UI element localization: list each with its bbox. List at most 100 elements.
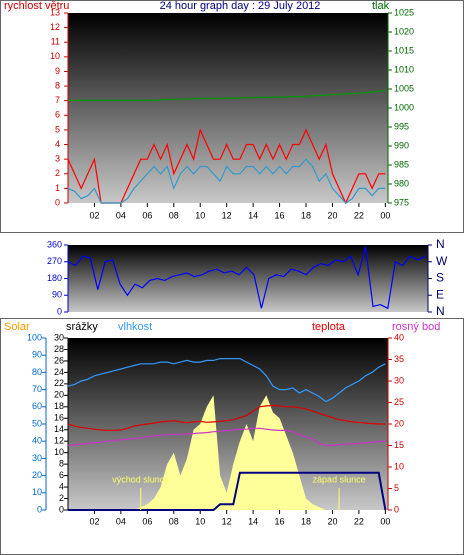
- x-tick-label: 02: [89, 516, 99, 526]
- y3-tick-label: 4: [59, 481, 64, 491]
- y3-tick-label: 10: [54, 447, 64, 457]
- series-line: [67, 404, 386, 431]
- series-line: [67, 358, 386, 403]
- y-tick-label: 12: [50, 22, 60, 32]
- y-tick-label: 8: [55, 80, 60, 90]
- y-tick-label: 0: [55, 197, 60, 207]
- y-tick-label: 2: [55, 168, 60, 178]
- y2-tick-label: 0: [394, 504, 399, 514]
- x-tick-label: 02: [89, 210, 99, 220]
- legend-label: Solar: [4, 321, 30, 333]
- y3-tick-label: 30: [54, 332, 64, 342]
- x-tick-label: 22: [354, 210, 364, 220]
- y-tick-label: 6: [55, 110, 60, 120]
- y2-tick-label: 40: [394, 332, 404, 342]
- x-tick-label: 12: [222, 516, 232, 526]
- y-tick-label: 40: [32, 436, 42, 446]
- y3-tick-label: 24: [54, 367, 64, 377]
- x-tick-label: 14: [248, 210, 258, 220]
- y2-tick-label: 995: [394, 121, 409, 131]
- y-tick-label: 0: [37, 504, 42, 514]
- annotation: východ slunce: [112, 474, 169, 484]
- y-tick-label: 80: [32, 367, 42, 377]
- y-tick-label: 50: [32, 418, 42, 428]
- x-tick-label: 08: [169, 210, 179, 220]
- y3-tick-label: 2: [59, 493, 64, 503]
- y2-axis-label: tlak: [372, 0, 390, 12]
- plot-background: [68, 338, 388, 510]
- y3-tick-label: 22: [54, 378, 64, 388]
- y2-tick-label: 25: [394, 397, 404, 407]
- y-tick-label: 3: [55, 154, 60, 164]
- x-tick-label: 12: [222, 210, 232, 220]
- y2-tick-label: 1015: [394, 45, 414, 55]
- y2-tick-label: 1025: [394, 7, 414, 17]
- x-tick-label: 06: [142, 516, 152, 526]
- y2-tick-label: 985: [394, 159, 409, 169]
- y-tick-label: 180: [47, 273, 62, 283]
- y-tick-label: 360: [47, 239, 62, 249]
- y-tick-label: 10: [32, 487, 42, 497]
- x-tick-label: 04: [116, 516, 126, 526]
- y2-tick-label: W: [436, 254, 448, 268]
- y2-tick-label: S: [436, 271, 444, 285]
- legend-label: rosný bod: [392, 321, 440, 333]
- y-tick-label: 5: [55, 124, 60, 134]
- series-line: [67, 158, 386, 204]
- y3-tick-label: 20: [54, 390, 64, 400]
- y-tick-label: 0: [57, 306, 62, 316]
- x-tick-label: 10: [195, 210, 205, 220]
- y3-tick-label: 18: [54, 401, 64, 411]
- x-tick-label: 08: [169, 516, 179, 526]
- series-line: [68, 471, 387, 511]
- x-tick-label: 20: [327, 210, 337, 220]
- y-tick-label: 10: [50, 51, 60, 61]
- y2-tick-label: N: [436, 304, 445, 318]
- y-tick-label: 90: [52, 290, 62, 300]
- y2-tick-label: 990: [394, 140, 409, 150]
- y2-tick-label: 10: [394, 461, 404, 471]
- x-tick-label: 16: [275, 516, 285, 526]
- y2-tick-label: 20: [394, 418, 404, 428]
- y3-tick-label: 0: [59, 504, 64, 514]
- y-axis-label: rychlost větru: [4, 0, 69, 12]
- legend-label: vlhkost: [118, 321, 152, 333]
- x-tick-label: 18: [301, 210, 311, 220]
- y-tick-label: 90: [32, 350, 42, 360]
- plot-background: [68, 245, 428, 312]
- series-line: [68, 89, 386, 101]
- y2-tick-label: 1005: [394, 83, 414, 93]
- x-tick-label: 16: [275, 210, 285, 220]
- y-tick-label: 20: [32, 470, 42, 480]
- y2-tick-label: 975: [394, 197, 409, 207]
- x-tick-label: 04: [116, 210, 126, 220]
- y2-tick-label: 1010: [394, 64, 414, 74]
- y3-tick-label: 26: [54, 355, 64, 365]
- y-tick-label: 270: [47, 256, 62, 266]
- y-tick-label: 1: [55, 183, 60, 193]
- y3-tick-label: 6: [59, 470, 64, 480]
- y3-tick-label: 28: [54, 344, 64, 354]
- y3-tick-label: 12: [54, 436, 64, 446]
- y3-tick-label: 14: [54, 424, 64, 434]
- legend-label: teplota: [312, 321, 346, 333]
- y3-tick-label: 8: [59, 459, 64, 469]
- x-tick-label: 14: [248, 516, 258, 526]
- x-tick-label: 00: [380, 516, 390, 526]
- series-line: [67, 427, 386, 447]
- y-tick-label: 9: [55, 66, 60, 76]
- legend-label: srážky: [66, 321, 98, 333]
- y2-tick-label: 980: [394, 178, 409, 188]
- x-tick-label: 22: [354, 516, 364, 526]
- y2-tick-label: 35: [394, 354, 404, 364]
- annotation: západ slunce: [313, 474, 366, 484]
- y-tick-label: 100: [27, 332, 42, 342]
- y2-tick-label: 15: [394, 440, 404, 450]
- x-tick-label: 06: [142, 210, 152, 220]
- y-tick-label: 70: [32, 384, 42, 394]
- y-tick-label: 4: [55, 139, 60, 149]
- y-tick-label: 7: [55, 95, 60, 105]
- x-tick-label: 18: [301, 516, 311, 526]
- y2-tick-label: N: [436, 237, 445, 251]
- series-line: [67, 246, 426, 310]
